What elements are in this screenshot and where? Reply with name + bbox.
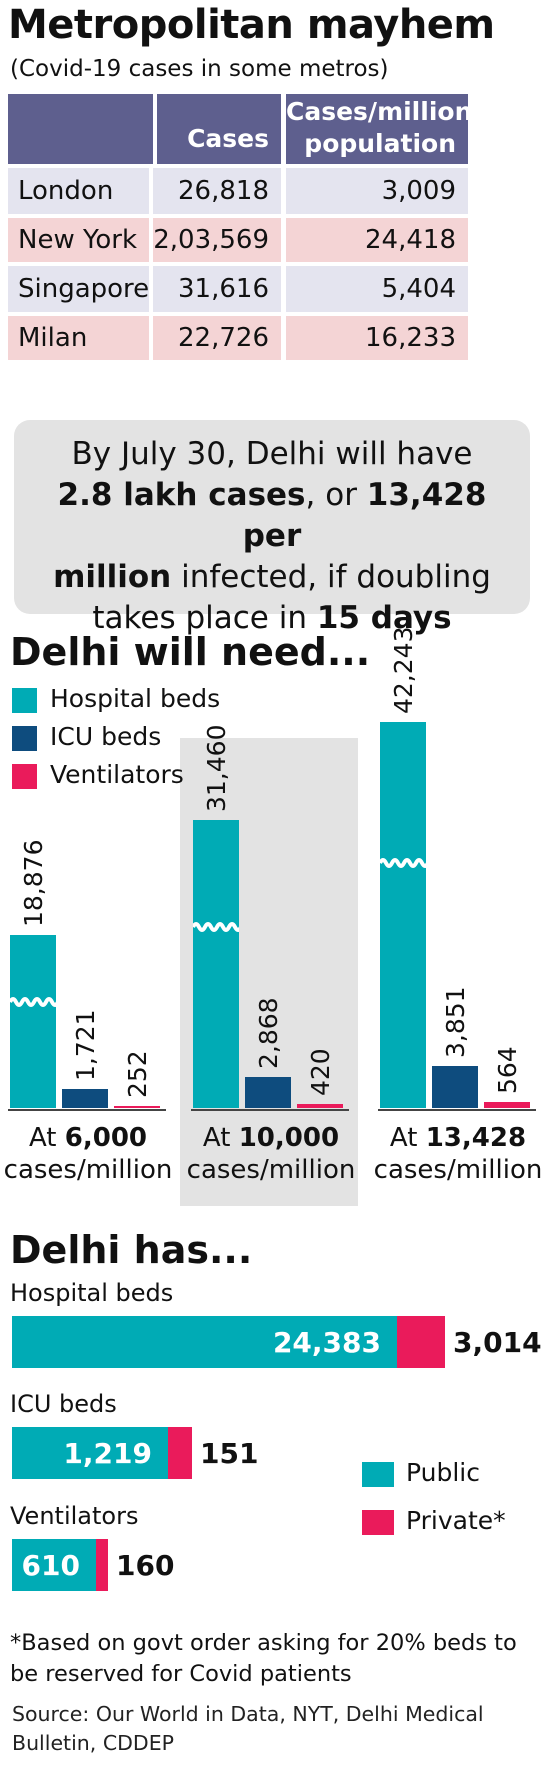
baseline bbox=[378, 1109, 536, 1111]
section-title-has: Delhi has... bbox=[10, 1228, 253, 1272]
group-label-prefix: At bbox=[389, 1123, 426, 1153]
bar-hospital-beds bbox=[380, 722, 426, 1108]
bar-private bbox=[96, 1539, 108, 1591]
table-cell-city: Singapore bbox=[8, 266, 149, 312]
axis-break-mark bbox=[193, 921, 239, 932]
callout-line: By July 30, Delhi will have bbox=[71, 436, 473, 472]
bar-public bbox=[12, 1316, 397, 1368]
header-cases: Cases bbox=[157, 94, 281, 164]
group-label: At 10,000 cases/million bbox=[181, 1122, 361, 1186]
legend-swatch-icu bbox=[12, 726, 37, 751]
group-label-value: 6,000 bbox=[64, 1123, 148, 1153]
bar-icu-beds bbox=[245, 1077, 291, 1108]
projection-callout: By July 30, Delhi will have 2.8 lakh cas… bbox=[14, 420, 530, 636]
bar-ventilators bbox=[484, 1102, 530, 1108]
table-cell-per-million: 16,233 bbox=[286, 316, 468, 360]
bar-icu-beds bbox=[62, 1089, 108, 1108]
group-label-suffix: cases/million bbox=[186, 1155, 356, 1185]
bar-value-label: 252 bbox=[123, 1050, 152, 1098]
bar-icu-beds bbox=[432, 1066, 478, 1108]
table-cell-per-million: 24,418 bbox=[286, 218, 468, 262]
group-label-line: At 10,000 bbox=[181, 1122, 361, 1154]
header-city bbox=[8, 94, 153, 164]
baseline bbox=[8, 1109, 166, 1111]
bar-private-value: 160 bbox=[116, 1549, 175, 1582]
group-label-suffix: cases/million bbox=[373, 1155, 543, 1185]
section-title-need: Delhi will need... bbox=[10, 630, 371, 674]
bar-public-value: 1,219 bbox=[63, 1437, 152, 1470]
table-cell-city: London bbox=[8, 168, 149, 214]
group-label-line: At 13,428 bbox=[368, 1122, 547, 1154]
axis-break-wave bbox=[10, 996, 56, 1007]
bar-ventilators bbox=[114, 1106, 160, 1108]
chart-title: Metropolitan mayhem bbox=[8, 2, 495, 48]
bar-public bbox=[12, 1539, 96, 1591]
legend-swatch-public bbox=[362, 1462, 394, 1487]
baseline bbox=[191, 1109, 349, 1111]
legend-swatch-private bbox=[362, 1510, 394, 1535]
bar-private-value: 3,014 bbox=[453, 1326, 542, 1359]
bar-hospital-beds bbox=[193, 820, 239, 1108]
group-label-suffix: cases/million bbox=[3, 1155, 173, 1185]
axis-break-mark bbox=[380, 858, 426, 869]
bar-public-value: 610 bbox=[21, 1549, 80, 1582]
group-label-prefix: At bbox=[202, 1123, 239, 1153]
table-cell-city: New York bbox=[8, 218, 149, 262]
bar-value-label: 420 bbox=[306, 1048, 335, 1096]
bar-private-value: 151 bbox=[200, 1437, 259, 1470]
bar-private bbox=[168, 1427, 192, 1479]
hbar-title-icu: ICU beds bbox=[10, 1390, 117, 1418]
bar-hospital-beds bbox=[10, 935, 56, 1108]
group-label-value: 13,428 bbox=[425, 1123, 527, 1153]
chart-subtitle: (Covid-19 cases in some metros) bbox=[10, 56, 389, 82]
legend-label-public: Public bbox=[406, 1458, 480, 1487]
legend-label-ventilators: Ventilators bbox=[50, 760, 184, 789]
bar-value-label: 1,721 bbox=[71, 1009, 100, 1081]
bar-value-label: 18,876 bbox=[19, 839, 48, 927]
bar-public-value: 24,383 bbox=[272, 1326, 381, 1359]
bar-ventilators bbox=[297, 1104, 343, 1108]
callout-line: million infected, if doubling bbox=[53, 559, 491, 595]
legend-label-hospital: Hospital beds bbox=[50, 684, 221, 713]
bar-value-label: 564 bbox=[493, 1046, 522, 1094]
bar-value-label: 42,243 bbox=[389, 626, 418, 714]
table-cell-cases: 31,616 bbox=[153, 266, 281, 312]
axis-break-mark bbox=[10, 996, 56, 1007]
bar-private bbox=[397, 1316, 445, 1368]
legend-swatch-ventilators bbox=[12, 764, 37, 789]
legend-label-private: Private* bbox=[406, 1506, 506, 1535]
hbar-title-ventilators: Ventilators bbox=[10, 1502, 139, 1530]
bar-value-label: 2,868 bbox=[254, 997, 283, 1069]
bar-value-label: 3,851 bbox=[441, 986, 470, 1058]
group-label: At 13,428 cases/million bbox=[368, 1122, 547, 1186]
table-cell-cases: 2,03,569 bbox=[153, 218, 281, 262]
axis-break-wave bbox=[380, 858, 426, 869]
table-cell-cases: 26,818 bbox=[153, 168, 281, 214]
table-cell-cases: 22,726 bbox=[153, 316, 281, 360]
table-cell-per-million: 5,404 bbox=[286, 266, 468, 312]
bar-value-label: 31,460 bbox=[202, 724, 231, 812]
group-label: At 6,000 cases/million bbox=[0, 1122, 178, 1186]
table-cell-city: Milan bbox=[8, 316, 149, 360]
bar-public bbox=[12, 1427, 168, 1479]
callout-line: takes place in 15 days bbox=[92, 600, 452, 636]
legend-swatch-hospital bbox=[12, 688, 37, 713]
source-credit: Source: Our World in Data, NYT, Delhi Me… bbox=[12, 1702, 484, 1755]
callout-line: 2.8 lakh cases, or 13,428 per bbox=[57, 477, 487, 554]
footnote: *Based on govt order asking for 20% beds… bbox=[10, 1630, 517, 1687]
header-cases-per-million: Cases/million population bbox=[286, 94, 472, 164]
group-label-prefix: At bbox=[28, 1123, 65, 1153]
table-cell-per-million: 3,009 bbox=[286, 168, 468, 214]
group-label-line: At 6,000 bbox=[0, 1122, 178, 1154]
hbar-title-hospital: Hospital beds bbox=[10, 1279, 174, 1307]
group-label-value: 10,000 bbox=[238, 1123, 340, 1153]
axis-break-wave bbox=[193, 921, 239, 932]
legend-label-icu: ICU beds bbox=[50, 722, 162, 751]
